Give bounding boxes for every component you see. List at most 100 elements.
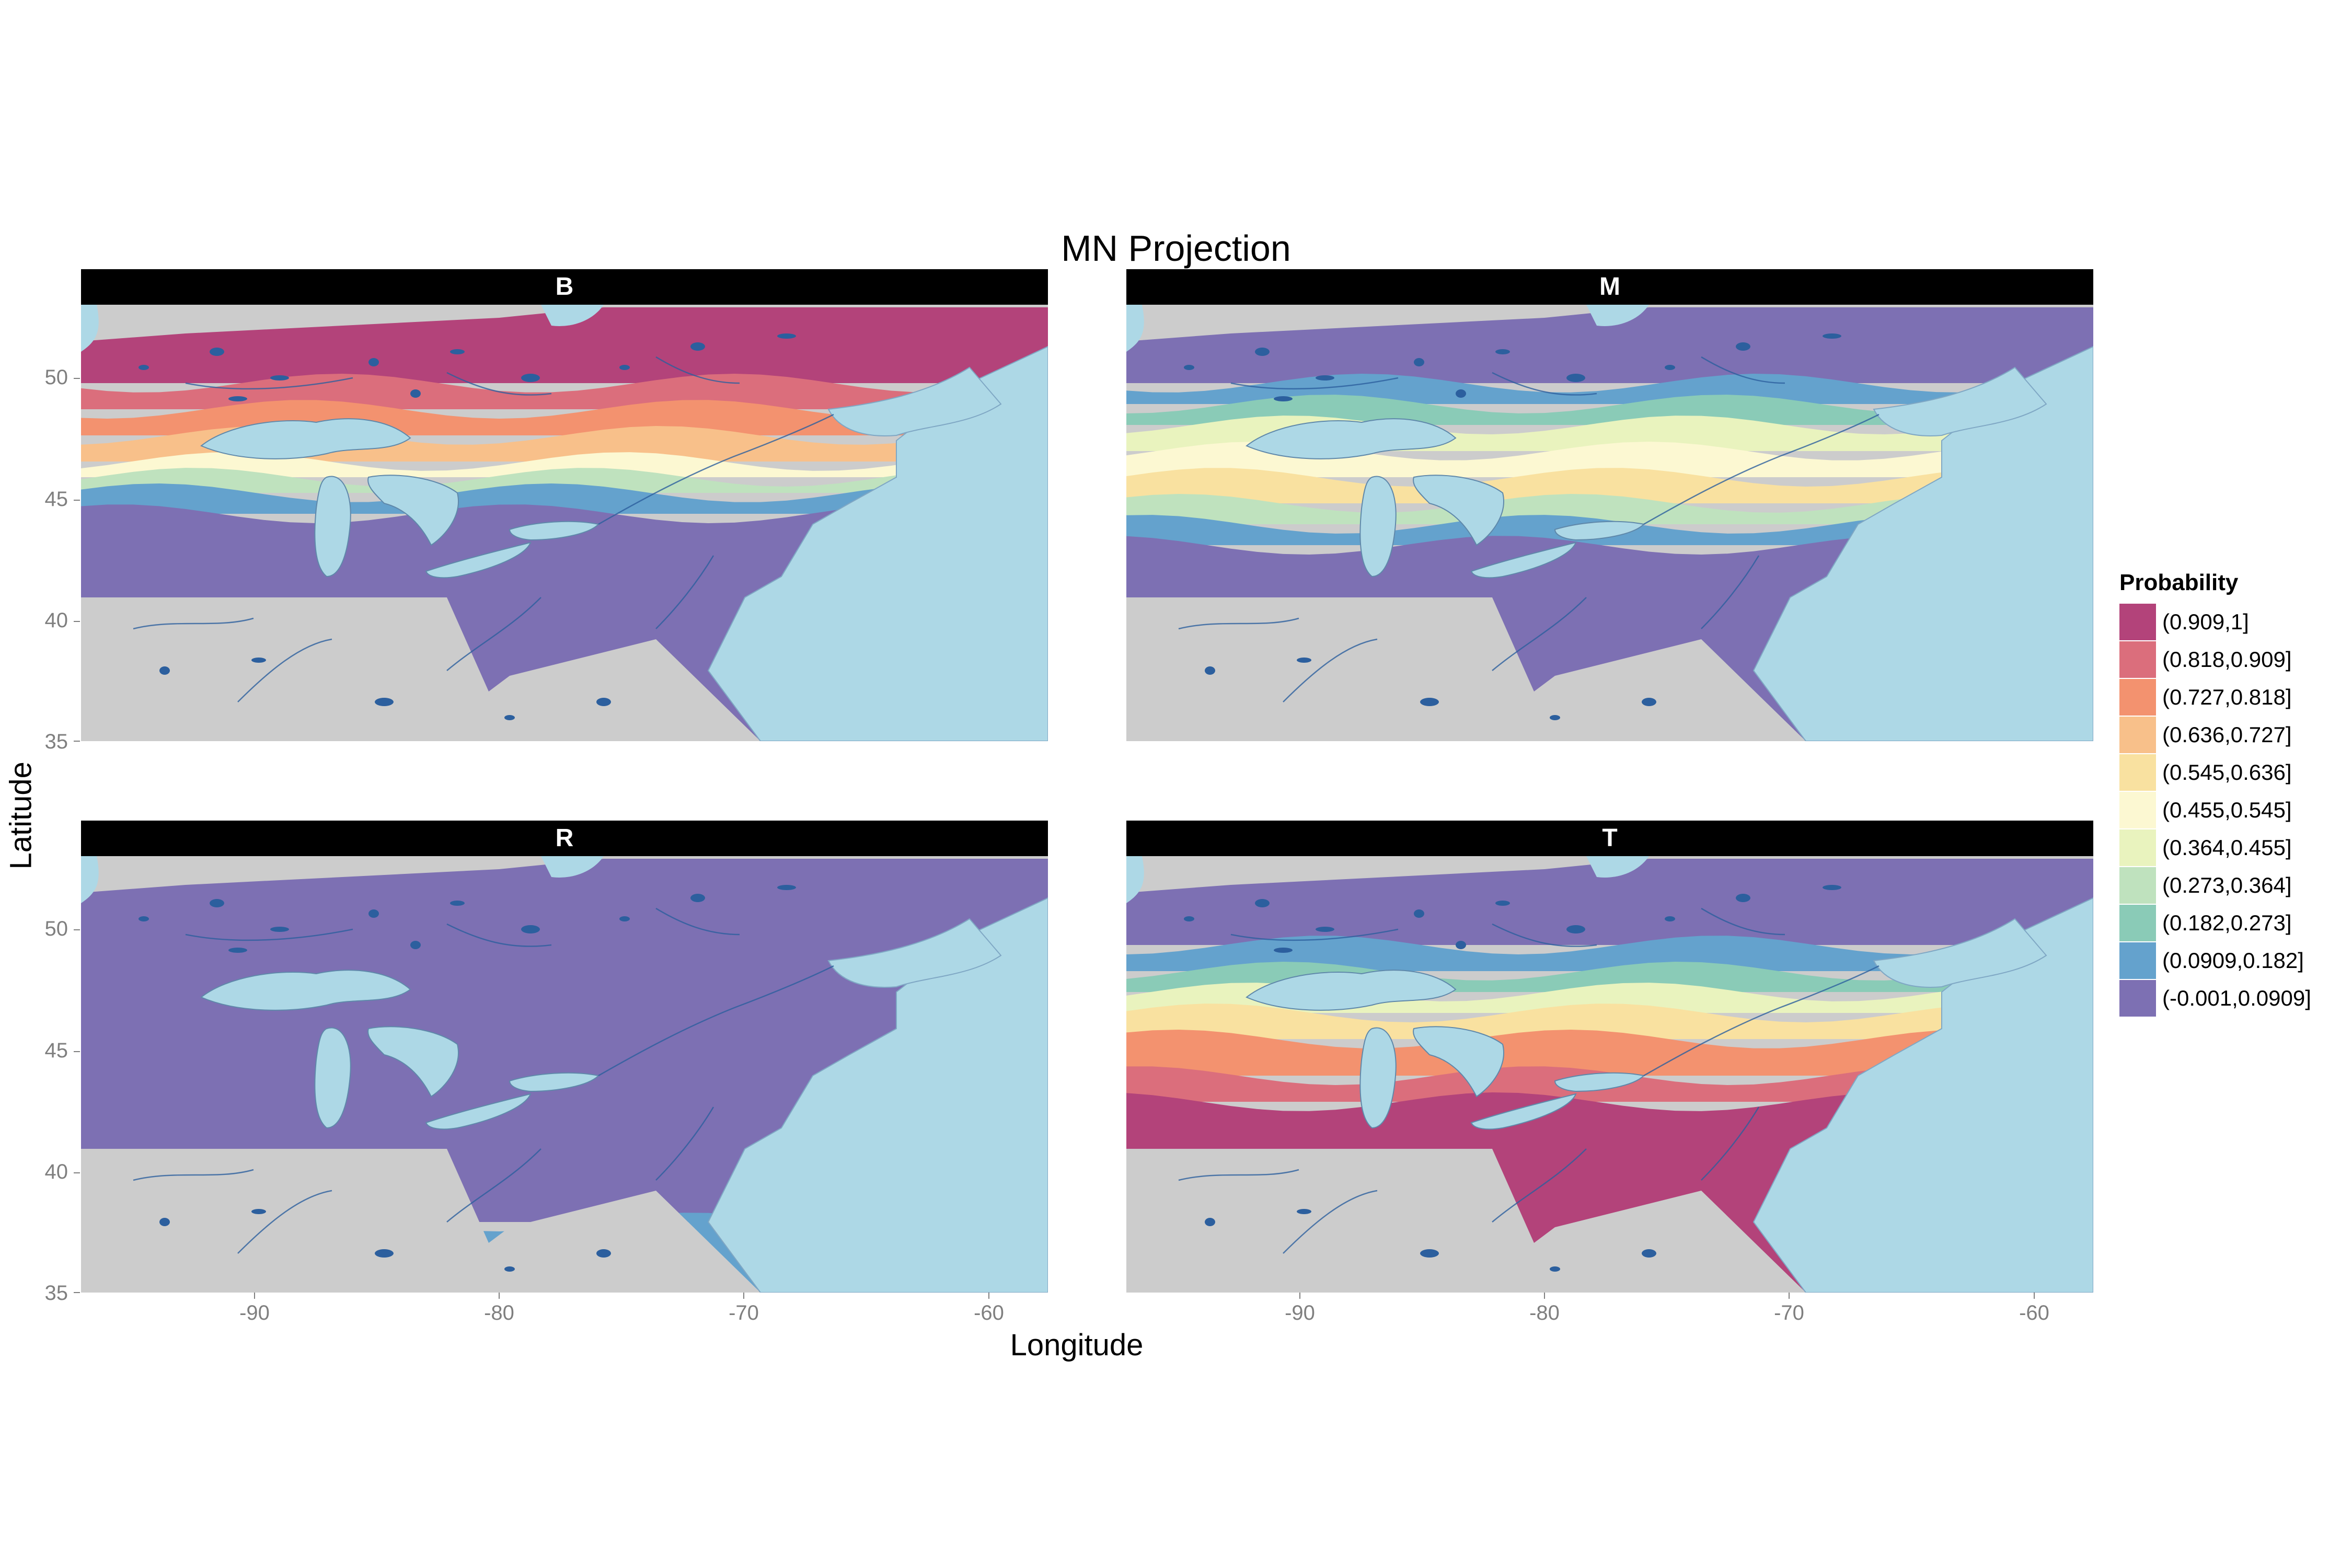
- legend: Probability (0.909,1] (0.818,0.909] (0.727…: [2119, 570, 2311, 1017]
- hudson-bay: [1126, 305, 1144, 352]
- small-lake: [1414, 358, 1424, 366]
- small-lake: [1316, 375, 1334, 381]
- small-lake: [1205, 1218, 1215, 1226]
- legend-swatch: [2119, 641, 2156, 678]
- legend-swatch: [2119, 604, 2156, 640]
- probability-band: [1126, 395, 2093, 425]
- river-line: [655, 907, 740, 936]
- xtick-mark: [499, 1293, 500, 1299]
- small-lake: [521, 925, 540, 933]
- small-lake: [504, 1266, 515, 1272]
- plot-title: MN Projection: [1061, 228, 1291, 269]
- small-lake: [228, 396, 247, 401]
- legend-label: (0.364,0.455]: [2162, 835, 2292, 860]
- small-lake: [1736, 342, 1750, 351]
- small-lake: [1665, 365, 1675, 370]
- james-bay: [1586, 856, 1649, 878]
- river-line: [1701, 1106, 1760, 1181]
- lake-erie: [1470, 1093, 1577, 1130]
- lake-superior: [200, 418, 411, 459]
- legend-entry: (0.818,0.909]: [2119, 641, 2311, 678]
- ytick-mark: [74, 741, 80, 742]
- atlantic-ocean: [1753, 345, 2093, 741]
- ytick-mark: [74, 1051, 80, 1052]
- xtick-label: -70: [729, 1301, 759, 1324]
- small-lake: [1665, 916, 1675, 921]
- legend-swatch: [2119, 679, 2156, 716]
- xtick-mark: [743, 1293, 744, 1299]
- probability-band: [81, 452, 1048, 477]
- james-bay: [541, 305, 604, 326]
- lake-erie: [425, 541, 532, 579]
- lake-michigan: [314, 476, 351, 578]
- xtick-label: -60: [2019, 1301, 2049, 1324]
- lake-superior: [1246, 418, 1457, 459]
- probability-band: [1126, 442, 2093, 477]
- river-line: [1230, 928, 1399, 941]
- small-lake: [159, 666, 170, 675]
- river-line: [1492, 372, 1597, 396]
- lake-superior: [200, 970, 411, 1011]
- river-line: [598, 965, 834, 1077]
- map-svg: [1126, 856, 2093, 1293]
- small-lake: [1823, 333, 1841, 339]
- small-lake: [1255, 348, 1270, 356]
- legend-entry: (0.182,0.273]: [2119, 904, 2311, 942]
- small-lake: [619, 916, 630, 921]
- hudson-bay: [81, 305, 99, 352]
- hudson-bay: [81, 856, 99, 903]
- legend-entry: (0.273,0.364]: [2119, 867, 2311, 904]
- small-lake: [1550, 1266, 1560, 1272]
- map-svg: [1126, 305, 2093, 741]
- legend-label: (0.455,0.545]: [2162, 798, 2292, 822]
- lake-superior: [1246, 970, 1457, 1011]
- ytick-mark: [74, 500, 80, 501]
- xtick-label: -80: [1529, 1301, 1560, 1324]
- river-line: [446, 1148, 541, 1223]
- river-line: [237, 638, 332, 702]
- legend-label: (0.182,0.273]: [2162, 910, 2292, 935]
- map-panel-t: [1126, 856, 2093, 1293]
- legend-swatch: [2119, 792, 2156, 828]
- ytick-label: 50: [44, 366, 68, 389]
- river-line: [1643, 413, 1880, 525]
- small-lake: [1566, 374, 1585, 382]
- lake-huron: [367, 1026, 459, 1098]
- river-line: [1492, 1148, 1587, 1223]
- ytick-label: 45: [44, 488, 68, 511]
- small-lake: [1642, 698, 1656, 706]
- small-lake: [251, 658, 266, 663]
- lake-michigan: [1359, 476, 1397, 578]
- lake-huron: [1413, 1026, 1504, 1098]
- map-panel-b: [81, 305, 1048, 741]
- legend-label: (0.545,0.636]: [2162, 760, 2292, 785]
- river-line: [133, 617, 254, 630]
- small-lake: [139, 916, 149, 921]
- legend-entries: (0.909,1] (0.818,0.909] (0.727,0.818] (0.63…: [2119, 603, 2311, 1017]
- river-line: [655, 555, 714, 629]
- small-lake: [251, 1209, 266, 1214]
- small-lake: [1420, 1249, 1439, 1258]
- ytick-label: 40: [44, 1160, 68, 1183]
- legend-label: (0.273,0.364]: [2162, 873, 2292, 897]
- small-lake: [410, 941, 421, 949]
- small-lake: [1297, 658, 1311, 663]
- river-line: [1492, 597, 1587, 671]
- small-lake: [777, 885, 796, 890]
- xtick-mark: [1299, 1293, 1300, 1299]
- small-lake: [450, 349, 465, 354]
- ytick-label: 35: [44, 730, 68, 753]
- xtick-label: -90: [1285, 1301, 1315, 1324]
- river-line: [185, 928, 353, 941]
- lake-erie: [425, 1093, 532, 1130]
- river-line: [446, 597, 541, 671]
- legend-entry: (0.455,0.545]: [2119, 791, 2311, 829]
- small-lake: [1736, 894, 1750, 902]
- small-lake: [450, 901, 465, 906]
- y-axis-title: Latitude: [4, 762, 38, 870]
- atlantic-ocean: [1753, 897, 2093, 1293]
- probability-band: [1126, 859, 2093, 945]
- legend-entry: (-0.001,0.0909]: [2119, 979, 2311, 1017]
- small-lake: [690, 342, 705, 351]
- legend-entry: (0.636,0.727]: [2119, 716, 2311, 754]
